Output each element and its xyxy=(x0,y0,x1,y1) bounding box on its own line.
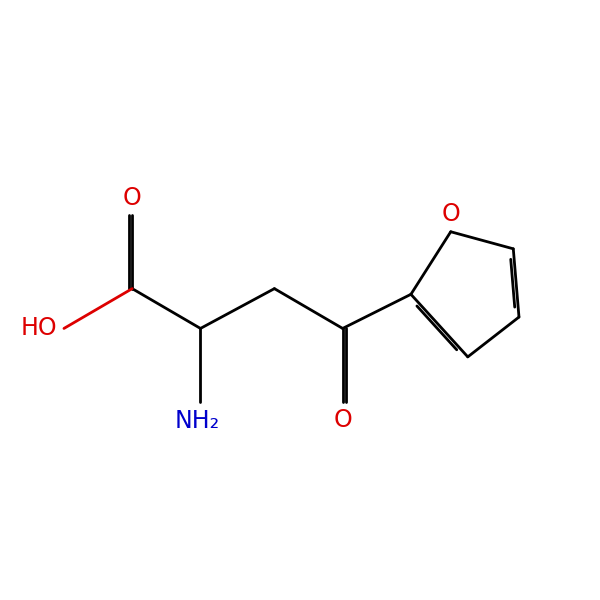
Text: O: O xyxy=(123,186,142,210)
Text: HO: HO xyxy=(20,316,57,340)
Text: NH₂: NH₂ xyxy=(175,409,220,433)
Text: O: O xyxy=(442,202,460,226)
Text: O: O xyxy=(333,408,352,432)
